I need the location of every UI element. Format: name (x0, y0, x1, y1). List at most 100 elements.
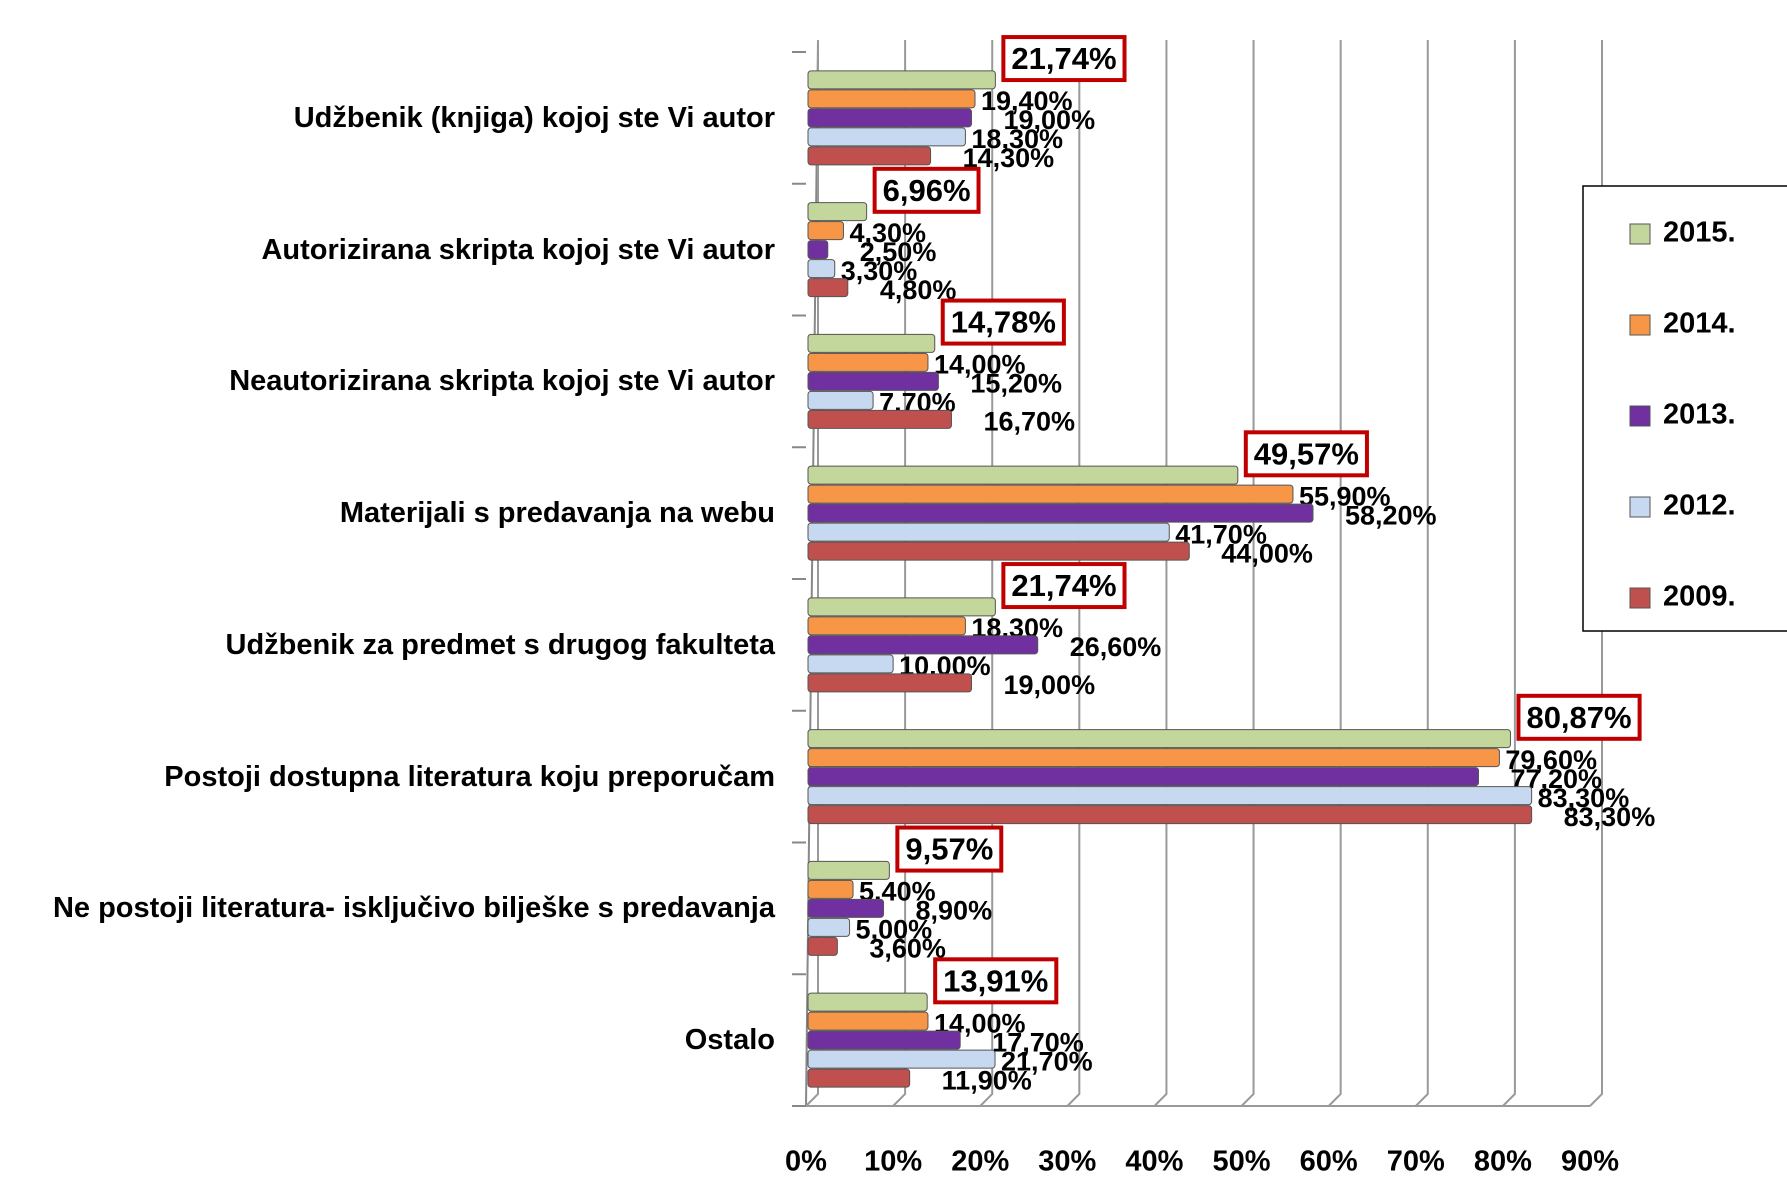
bar (807, 333, 936, 353)
bar (807, 805, 1533, 825)
value-label: 19,00% (1004, 670, 1096, 700)
legend-label: 2014. (1663, 308, 1736, 340)
value-label: 83,30% (1538, 783, 1630, 813)
grid-line (892, 40, 907, 1107)
bar (807, 108, 973, 128)
grid-line (1240, 40, 1255, 1107)
legend: 2015. 2014. 2013. 2012. 2009. (1582, 185, 1787, 632)
highlight-box (895, 825, 1004, 873)
category-label: Postoji dostupna literatura koju preporu… (164, 760, 775, 793)
category-label: Udžbenik za predmet s drugog fakulteta (225, 628, 775, 661)
legend-swatch (1629, 223, 1651, 245)
x-tick-label: 80% (1474, 1146, 1532, 1178)
value-label: 19,00% (1004, 105, 1096, 135)
bar (807, 860, 890, 880)
highlight-label: 6,96% (883, 173, 971, 208)
bar (807, 767, 1479, 787)
bar (807, 409, 952, 429)
x-tick-label: 70% (1387, 1146, 1445, 1178)
value-label: 44,00% (1221, 538, 1313, 568)
bar (807, 541, 1190, 561)
highlight-label: 80,87% (1526, 700, 1631, 735)
x-tick-label: 20% (951, 1146, 1009, 1178)
legend-label: 2013. (1663, 399, 1736, 431)
bar (807, 673, 973, 693)
bar (807, 635, 1039, 655)
x-tick-label: 90% (1561, 1146, 1619, 1178)
grid-line (1153, 40, 1168, 1107)
x-tick-label: 10% (864, 1146, 922, 1178)
highlight-box (1516, 693, 1642, 741)
highlight-box (1243, 430, 1369, 478)
category-label: Autorizirana skripta kojoj ste Vi autor (261, 233, 775, 266)
bar (807, 748, 1500, 768)
legend-swatch (1629, 405, 1651, 427)
category-label: Materijali s predavanja na webu (339, 497, 775, 530)
value-label: 8,90% (916, 896, 993, 926)
bar (807, 465, 1239, 485)
highlight-box (872, 166, 981, 214)
bar (807, 240, 829, 260)
category-label: Udžbenik (knjiga) kojoj ste Vi autor (293, 101, 775, 134)
legend-swatch (1629, 314, 1651, 336)
value-label: 2,50% (860, 237, 937, 267)
bar (807, 371, 939, 391)
highlight-label: 21,74% (1011, 568, 1116, 603)
value-label: 26,60% (1070, 632, 1162, 662)
bar (807, 898, 885, 918)
bar (807, 70, 996, 90)
value-label: 4,30% (849, 218, 926, 248)
highlight-label: 14,78% (951, 305, 1056, 340)
bar (807, 1011, 929, 1031)
value-label: 19,40% (981, 86, 1073, 116)
highlight-label: 9,57% (905, 832, 993, 867)
bar (807, 202, 868, 222)
legend-label: 2015. (1663, 217, 1736, 249)
bar (807, 390, 874, 410)
x-tick-label: 30% (1038, 1146, 1096, 1178)
bar (807, 1049, 996, 1069)
highlight-box (933, 957, 1059, 1005)
category-label: Ostalo (684, 1024, 775, 1057)
value-label: 18,30% (971, 124, 1063, 154)
legend-box (1582, 185, 1787, 632)
value-label: 3,60% (869, 934, 946, 964)
bar (807, 917, 851, 937)
value-label: 58,20% (1345, 500, 1437, 530)
bar (807, 503, 1314, 523)
value-label: 15,20% (970, 369, 1062, 399)
bar (807, 654, 894, 674)
bar (807, 729, 1511, 749)
value-label: 17,70% (992, 1027, 1084, 1057)
bar (807, 992, 928, 1012)
value-label: 5,00% (856, 915, 933, 945)
bar (807, 616, 966, 636)
bar (807, 1030, 961, 1050)
value-label: 79,60% (1505, 745, 1597, 775)
bar (807, 127, 966, 147)
value-label: 16,70% (983, 407, 1075, 437)
x-tick-label: 0% (785, 1146, 827, 1178)
value-label: 3,30% (841, 256, 918, 286)
value-label: 83,30% (1564, 802, 1656, 832)
highlight-label: 49,57% (1254, 436, 1359, 471)
category-label: Ne postoji literatura- isključivo bilješ… (52, 892, 775, 925)
bar (807, 597, 996, 617)
bar (807, 484, 1294, 504)
bar (807, 786, 1533, 806)
grid-line (1415, 40, 1429, 1107)
bar (807, 879, 854, 899)
bar (807, 1068, 911, 1088)
highlight-box (940, 298, 1066, 346)
x-tick-label: 40% (1125, 1146, 1183, 1178)
highlight-label: 13,91% (943, 963, 1048, 998)
value-label: 41,70% (1175, 519, 1267, 549)
legend-swatch (1629, 587, 1651, 609)
legend-swatch (1629, 496, 1651, 518)
x-tick-label: 50% (1213, 1146, 1271, 1178)
value-label: 14,00% (934, 350, 1026, 380)
legend-label: 2009. (1663, 581, 1736, 613)
bar (807, 278, 849, 298)
x-tick-label: 60% (1300, 1146, 1358, 1178)
